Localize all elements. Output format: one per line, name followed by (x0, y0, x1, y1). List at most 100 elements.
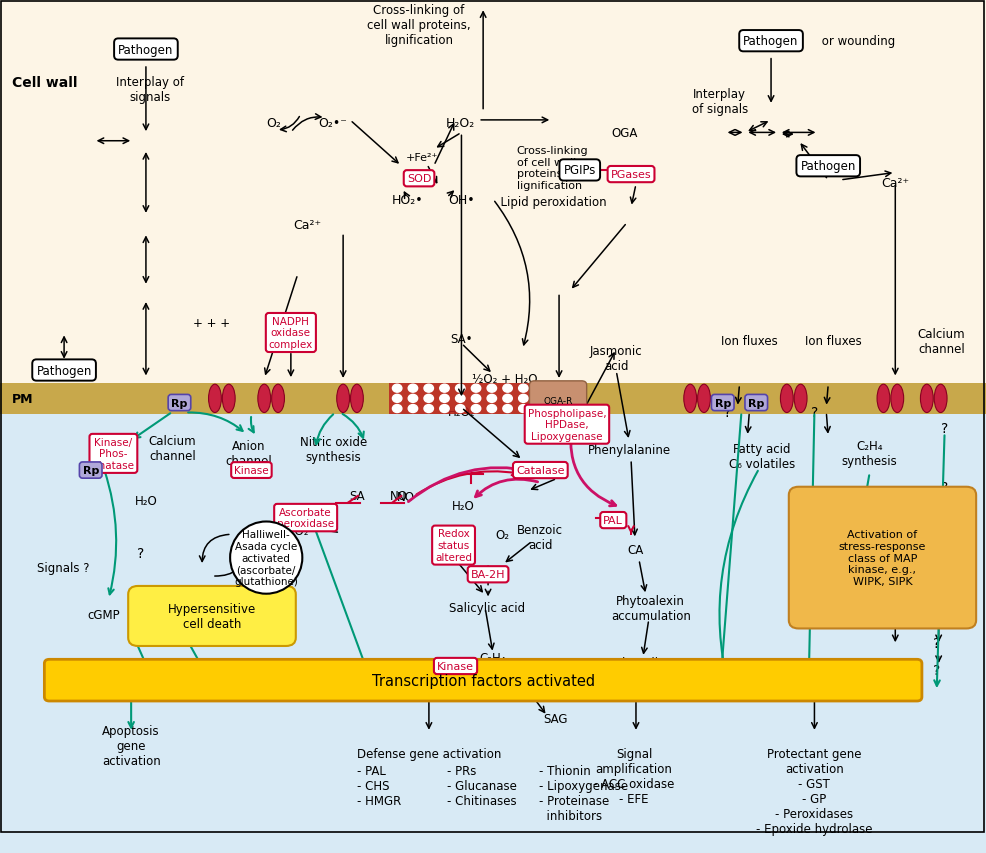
Circle shape (487, 405, 497, 413)
Text: Phytoalexin
accumulation: Phytoalexin accumulation (610, 594, 691, 622)
FancyBboxPatch shape (529, 381, 587, 423)
Text: Interplay of
signals: Interplay of signals (116, 76, 183, 104)
Text: Kinase/
Phos-
phatase: Kinase/ Phos- phatase (93, 438, 134, 471)
Circle shape (487, 385, 497, 392)
Text: O₂: O₂ (496, 528, 510, 541)
Text: Rp: Rp (172, 398, 187, 408)
Text: ?: ? (933, 635, 941, 650)
Text: Signal
amplification
- ACC oxidase
- EFE: Signal amplification - ACC oxidase - EFE (594, 747, 674, 805)
Text: Anion
channel: Anion channel (225, 440, 272, 467)
Text: OGA-R: OGA-R (543, 396, 573, 405)
Text: Pathogen: Pathogen (118, 44, 174, 56)
Text: Rp: Rp (748, 398, 764, 408)
Text: Defense gene activation: Defense gene activation (357, 747, 501, 760)
Ellipse shape (795, 385, 807, 413)
Circle shape (471, 405, 481, 413)
Circle shape (456, 405, 465, 413)
Ellipse shape (258, 385, 270, 413)
Text: H₂O₂: H₂O₂ (448, 406, 475, 419)
Text: Phenylalanine: Phenylalanine (588, 444, 670, 456)
Text: ?: ? (933, 664, 941, 677)
Circle shape (440, 385, 450, 392)
Text: Activation of
stress-response
class of MAP
kinase, e.g.,
WIPK, SIPK: Activation of stress-response class of M… (839, 530, 926, 586)
Text: Ion fluxes: Ion fluxes (721, 335, 778, 348)
Text: Ca²⁺: Ca²⁺ (294, 218, 321, 231)
Text: Ion fluxes: Ion fluxes (805, 335, 862, 348)
Text: H₂O₂: H₂O₂ (446, 117, 475, 130)
Ellipse shape (781, 385, 794, 413)
Text: NO: NO (390, 490, 408, 502)
Text: SA: SA (858, 537, 874, 549)
Circle shape (503, 395, 513, 403)
Ellipse shape (878, 385, 889, 413)
Text: SA: SA (349, 490, 365, 502)
Text: BA-2H: BA-2H (471, 570, 505, 579)
Circle shape (534, 395, 544, 403)
Circle shape (519, 385, 528, 392)
Text: O₂•⁻: O₂•⁻ (317, 117, 347, 130)
Text: Apoptosis
gene
activation: Apoptosis gene activation (102, 724, 161, 767)
Text: ?: ? (941, 480, 949, 494)
Bar (0, 0, 986, 383)
Text: ?: ? (941, 422, 949, 436)
Circle shape (519, 405, 528, 413)
Text: Pathogen: Pathogen (743, 35, 799, 48)
Text: Rp: Rp (83, 466, 99, 475)
Text: Phospholipase,
HPDase,
Lipoxygenase: Phospholipase, HPDase, Lipoxygenase (528, 408, 606, 441)
Circle shape (392, 395, 402, 403)
Text: Nitric oxide
synthesis: Nitric oxide synthesis (300, 436, 367, 464)
Text: Cross-linking
of cell wall
proteins,
lignification: Cross-linking of cell wall proteins, lig… (517, 146, 589, 190)
Bar (0, 383, 986, 415)
Text: Catalase: Catalase (516, 466, 565, 475)
Ellipse shape (351, 385, 363, 413)
Ellipse shape (920, 385, 933, 413)
Circle shape (392, 385, 402, 392)
Circle shape (471, 395, 481, 403)
Text: Kinase: Kinase (234, 466, 269, 475)
Text: Pathogen: Pathogen (801, 160, 856, 173)
Text: H₂O₂: H₂O₂ (282, 524, 310, 537)
Text: Phenolic
accumulation: Phenolic accumulation (600, 657, 681, 684)
Text: ?: ? (862, 502, 870, 517)
Text: PAL: PAL (603, 515, 623, 525)
Text: ?: ? (137, 547, 145, 560)
Ellipse shape (271, 385, 285, 413)
Circle shape (534, 405, 544, 413)
Circle shape (424, 405, 434, 413)
Text: cGMP: cGMP (87, 608, 120, 621)
Circle shape (503, 405, 513, 413)
FancyBboxPatch shape (128, 586, 296, 647)
Text: +Fe²⁺: +Fe²⁺ (406, 154, 438, 163)
Circle shape (440, 395, 450, 403)
Text: - PRs
- Glucanase
- Chitinases: - PRs - Glucanase - Chitinases (447, 764, 517, 808)
Text: PGIPs: PGIPs (564, 165, 596, 177)
Circle shape (487, 395, 497, 403)
Text: Protectant gene
activation
- GST
- GP
- Peroxidases
- Epoxide hydrolase: Protectant gene activation - GST - GP - … (756, 747, 873, 835)
Text: or wounding: or wounding (818, 35, 895, 48)
Text: Lipid peroxidation: Lipid peroxidation (493, 196, 606, 209)
Text: Pathogen: Pathogen (36, 364, 92, 377)
Text: + + +: + + + (193, 316, 231, 329)
Ellipse shape (891, 385, 903, 413)
Text: OGA: OGA (611, 127, 637, 140)
Circle shape (503, 385, 513, 392)
Text: PM: PM (12, 392, 34, 405)
Text: Salicylic acid: Salicylic acid (449, 601, 526, 614)
Text: Interplay
of signals: Interplay of signals (691, 88, 748, 115)
Circle shape (471, 385, 481, 392)
Text: CA: CA (628, 543, 644, 556)
Circle shape (408, 405, 418, 413)
Text: - PAL
- CHS
- HMGR: - PAL - CHS - HMGR (357, 764, 401, 808)
Text: Ca²⁺: Ca²⁺ (881, 177, 909, 189)
Text: SA•: SA• (451, 333, 472, 345)
Text: ?: ? (724, 405, 732, 419)
Text: - Thionin
- Lipoxygenase
- Proteinase
  inhibitors: - Thionin - Lipoxygenase - Proteinase in… (539, 764, 628, 822)
Circle shape (424, 395, 434, 403)
Circle shape (534, 385, 544, 392)
Text: Transcription factors activated: Transcription factors activated (372, 673, 595, 688)
Text: O₂: O₂ (266, 117, 282, 130)
Text: ?: ? (810, 405, 818, 419)
Circle shape (456, 385, 465, 392)
Text: Kinase: Kinase (437, 661, 474, 671)
Ellipse shape (683, 385, 696, 413)
